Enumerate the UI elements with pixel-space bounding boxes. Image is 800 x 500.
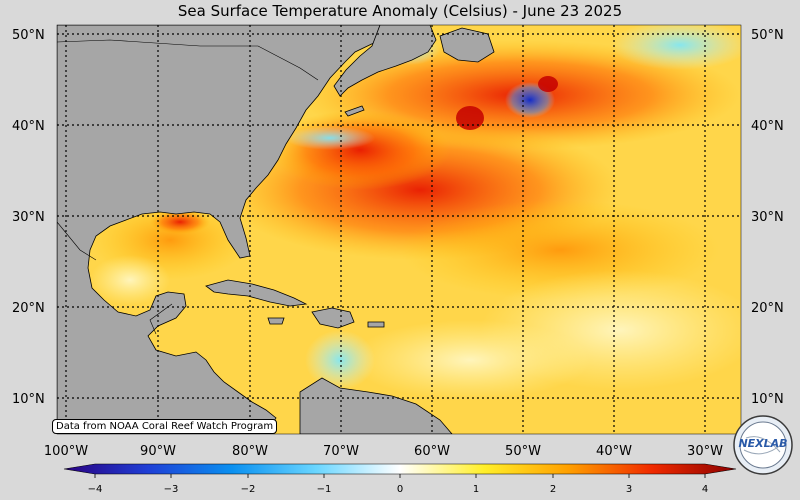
- colorbar-tick-labels: −4 −3 −2 −1 0 1 2 3 4: [88, 484, 709, 495]
- shelf-cool-anomaly: [285, 126, 375, 150]
- western-gulf-pale-region: [90, 255, 170, 305]
- graticule: [57, 25, 741, 434]
- north-america-land: [57, 25, 381, 434]
- colorbar-tick-label: −4: [88, 484, 103, 495]
- colorbar-ramp: [63, 463, 737, 475]
- data-credit: Data from NOAA Coral Reef Watch Program: [52, 419, 278, 434]
- map-title: Sea Surface Temperature Anomaly (Celsius…: [177, 2, 623, 20]
- lat-label-50n-right: 50°N: [751, 28, 784, 43]
- puerto-rico-land: [367, 321, 385, 328]
- colorbar-tick-label: 4: [702, 484, 708, 495]
- lon-label-100w: 100°W: [44, 444, 88, 459]
- latitude-labels-left: 50°N 40°N 30°N 20°N 10°N: [12, 28, 45, 407]
- longitude-labels: 100°W 90°W 80°W 70°W 60°W 50°W 40°W 30°W: [44, 444, 723, 459]
- map-area: [57, 25, 741, 434]
- lat-label-20n: 20°N: [12, 301, 45, 316]
- warm-eddy-2: [538, 76, 558, 92]
- lon-label-60w: 60°W: [414, 444, 450, 459]
- lon-label-50w: 50°W: [505, 444, 541, 459]
- cuba-land: [205, 279, 308, 307]
- newfoundland-land: [439, 27, 495, 63]
- colorbar-tick-label: 1: [473, 484, 479, 495]
- latitude-labels-right: 50°N 40°N 30°N 20°N 10°N: [751, 28, 784, 407]
- jamaica-land: [267, 317, 285, 325]
- lon-label-80w: 80°W: [232, 444, 268, 459]
- lon-label-90w: 90°W: [140, 444, 176, 459]
- lon-label-30w: 30°W: [687, 444, 723, 459]
- lat-label-10n: 10°N: [12, 392, 45, 407]
- lat-label-30n: 30°N: [12, 210, 45, 225]
- nexlab-logo: NEXLAB: [733, 415, 793, 475]
- lat-label-50n: 50°N: [12, 28, 45, 43]
- colorbar-tick-label: −1: [317, 484, 332, 495]
- lat-label-30n-right: 30°N: [751, 210, 784, 225]
- map-frame: [56, 24, 742, 435]
- long-island-land: [344, 105, 365, 117]
- lat-label-20n-right: 20°N: [751, 301, 784, 316]
- logo-text: NEXLAB: [738, 437, 787, 450]
- hispaniola-land: [311, 307, 355, 329]
- caribbean-cool-patch: [305, 330, 375, 390]
- warm-eddy: [456, 106, 484, 130]
- land-masses: [57, 25, 495, 434]
- lon-label-40w: 40°W: [596, 444, 632, 459]
- caribbean-pale-region: [350, 320, 590, 400]
- colorbar-tick-label: 2: [550, 484, 556, 495]
- lat-label-40n-right: 40°N: [751, 119, 784, 134]
- colorbar-ticks: [94, 474, 706, 478]
- lat-label-40n: 40°N: [12, 119, 45, 134]
- colorbar-tick-label: −2: [241, 484, 256, 495]
- colorbar-tick-label: 3: [626, 484, 632, 495]
- colorbar: −4 −3 −2 −1 0 1 2 3 4: [63, 463, 737, 495]
- political-borders: [57, 39, 319, 335]
- cold-eddy: [505, 82, 555, 118]
- northern-gulf-hot-spot: [150, 210, 210, 234]
- lat-label-10n-right: 10°N: [751, 392, 784, 407]
- canada-land: [333, 25, 437, 97]
- northeast-cool-anomaly: [610, 25, 741, 70]
- colorbar-tick-label: 0: [397, 484, 403, 495]
- lon-label-70w: 70°W: [323, 444, 359, 459]
- south-america-land: [299, 377, 453, 434]
- colorbar-tick-label: −3: [164, 484, 179, 495]
